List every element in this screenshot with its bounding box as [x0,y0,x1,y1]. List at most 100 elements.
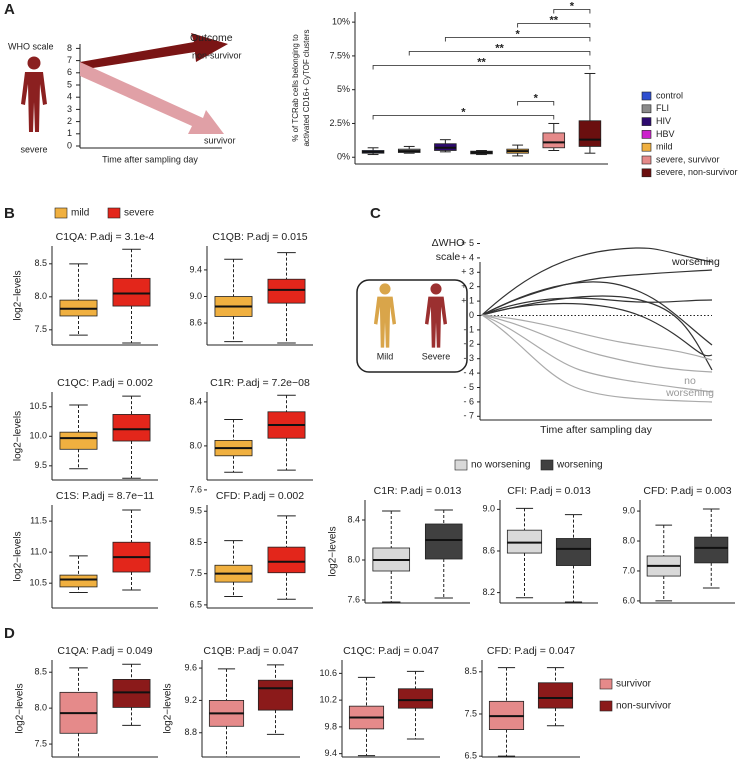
chart-title: CFD: P.adj = 0.002 [216,490,304,502]
trajectories [481,247,713,403]
y-tick-label: 8.0 [34,703,47,713]
significance-label: * [516,28,521,40]
y-tick-label: 9.2 [184,695,197,705]
legend-swatch [641,142,652,152]
y-tick-label: 8 [67,43,72,53]
y-tick-label: 6.0 [622,595,635,605]
person-head [27,56,41,70]
y-tick-label: 5 [67,79,72,89]
chart-title: CFD: P.adj = 0.003 [643,485,731,497]
legend-label: mild [656,142,673,152]
axis-title: log2−levels [163,683,174,733]
y-tick-label: 10.2 [319,695,337,705]
legend-swatch [107,207,121,219]
axis-title: ΔWHO [432,237,465,249]
y-tick-label: + 2 [461,281,474,291]
trajectory [481,314,713,361]
y-tick-label: 9.0 [189,291,202,301]
y-tick-label: 8.0 [347,554,360,564]
y-tick-label: 10.6 [319,668,337,678]
person-body [424,296,448,348]
chart-title: C1R: P.adj = 0.013 [374,485,462,497]
legend-label: severe [124,208,154,219]
arrow-non-survivor [80,33,228,70]
y-tick-label: + 4 [461,252,474,262]
y-tick-label: 10.5 [29,578,47,588]
chart-title: C1QA: P.adj = 0.049 [57,645,152,657]
legend-swatch [454,459,468,471]
legend-swatch [54,207,68,219]
y-tick-label: 8.4 [347,514,360,524]
significance-label: * [461,106,466,118]
y-tick-label: - 7 [463,411,474,421]
y-tick-label: 8.0 [189,440,202,450]
chart-title: C1QA: P.adj = 3.1e-4 [56,231,155,243]
significance-bracket [408,51,591,56]
person-head [379,283,391,295]
box [542,132,566,149]
y-tick-label: 3 [67,104,72,114]
legend-label: severe, non-survivor [656,167,738,177]
box [59,574,98,588]
axis-title: Time after sampling day [102,154,198,164]
chart-title: C1R: P.adj = 7.2e−08 [210,377,310,389]
y-tick-label: 10% [332,17,350,27]
y-tick-label: 8.0 [34,291,47,301]
y-tick-label: 9.6 [184,662,197,672]
y-tick-label: - 6 [463,396,474,406]
y-tick-label: 2 [67,116,72,126]
y-tick-label: 8.5 [34,667,47,677]
significance-bracket [372,115,555,120]
y-tick-label: - 1 [463,324,474,334]
box [424,523,463,560]
y-tick-label: 7.5 [464,708,477,718]
legend-swatch [599,700,613,712]
y-tick-label: 10.5 [29,401,47,411]
axis-title: % of TCRab cells belonging to [291,34,300,142]
y-tick-label: 0 [67,140,72,150]
panel-label: C [370,205,381,222]
y-tick-label: + 3 [461,267,474,277]
y-tick-label: 8.5 [189,537,202,547]
y-tick-label: + 1 [461,295,474,305]
significance-label: * [534,92,539,104]
box [112,414,151,442]
y-tick-label: 7.5% [329,50,350,60]
legend-swatch [540,459,554,471]
y-tick-label: 7.6 [189,484,202,494]
y-tick-label: 7.0 [622,565,635,575]
y-tick-label: 6.5 [464,751,477,761]
box [694,536,729,564]
axis-title: log2−levels [13,270,24,320]
legend-label: control [656,90,683,100]
significance-bracket [444,37,591,42]
trajectory [481,314,713,393]
y-tick-label: 9.8 [324,721,337,731]
figure-frame [356,279,468,373]
y-tick-label: 7.6 [347,594,360,604]
y-tick-label: - 2 [463,339,474,349]
trajectory [481,269,713,316]
y-tick-label: 7 [67,55,72,65]
box [578,120,602,147]
y-tick-label: 9.5 [189,506,202,516]
trajectory [481,295,713,371]
trajectory [481,302,713,357]
label: worsening [665,387,714,399]
significance-bracket [553,9,591,14]
chart-title: C1QC: P.adj = 0.002 [57,377,153,389]
box [267,546,306,574]
legend-label: HBV [656,129,675,139]
legend-label: non-survivor [616,701,672,712]
label: worsening [671,256,720,268]
y-tick-label: 11.0 [30,547,47,557]
legend-label: mild [71,208,89,219]
y-tick-label: 6.5 [189,599,202,609]
significance-bracket [517,23,591,28]
significance-label: ** [477,56,486,68]
y-tick-label: 7.5 [189,568,202,578]
label: survivor [204,135,236,145]
box [537,682,574,709]
trajectory [481,247,713,316]
